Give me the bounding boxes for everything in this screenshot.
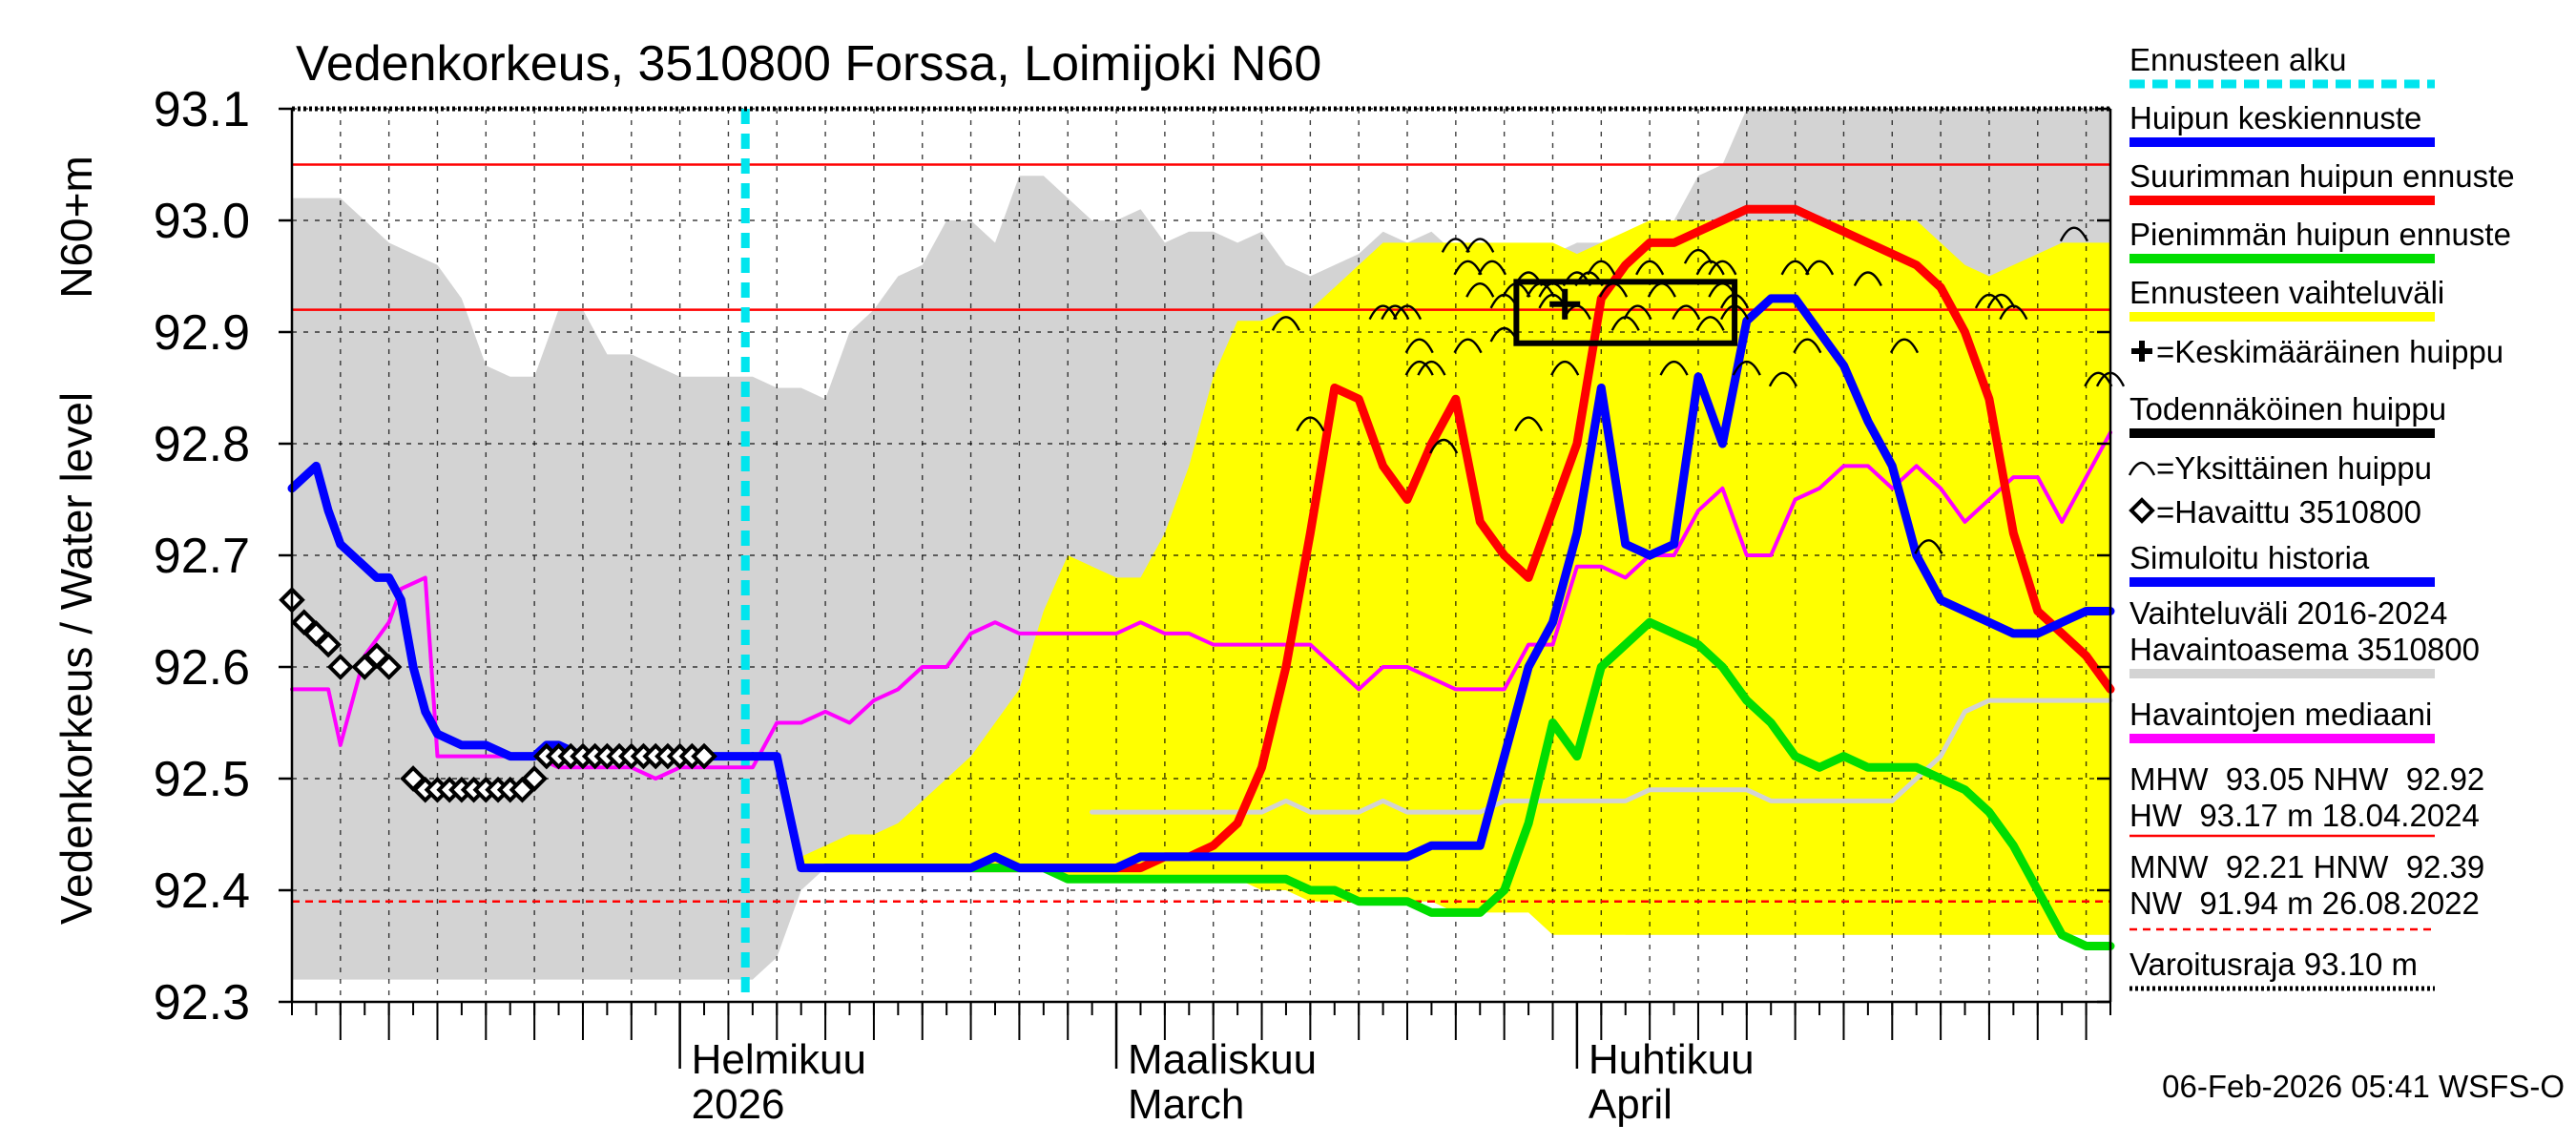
y-tick-label: 92.5	[154, 752, 250, 807]
individual-peak-arc	[1429, 438, 1459, 454]
individual-peak-arc	[1404, 360, 1434, 376]
individual-peak-arc	[1889, 338, 1920, 354]
y-axis-unit-label: N60+m	[52, 156, 101, 299]
legend-label: Huipun keskiennuste	[2129, 100, 2421, 135]
individual-peak-arc	[1587, 260, 1616, 276]
individual-peak-arc	[1514, 416, 1544, 432]
individual-peak-arc	[1672, 304, 1701, 321]
y-tick-label: 92.6	[154, 640, 250, 696]
stats-mhw-nhw: MHW 93.05 NHW 92.92	[2129, 761, 2484, 797]
plot-area	[279, 108, 2126, 1003]
individual-peak-arc	[1550, 360, 1580, 376]
chart-title: Vedenkorkeus, 3510800 Forssa, Loimijoki …	[296, 36, 1321, 92]
legend-label: =Yksittäinen huippu	[2156, 450, 2432, 486]
series-vaihteluv-lin-mediaani	[1090, 697, 2113, 815]
individual-peak-arc	[1974, 293, 2005, 309]
individual-peak-arc	[1732, 360, 1761, 376]
observed-marker	[521, 765, 548, 792]
y-tick-label: 92.4	[154, 864, 250, 919]
individual-peak-arc	[1623, 304, 1652, 321]
individual-peak-arc	[1914, 539, 1943, 554]
legend-label: Ennusteen alku	[2129, 42, 2347, 77]
individual-peak-arc	[1381, 304, 1410, 321]
individual-peak-arc	[1780, 260, 1810, 276]
mean-peak-marker	[1549, 288, 1581, 320]
legend-label: =Havaittu 3510800	[2156, 494, 2421, 530]
legend: Ennusteen alku Huipun keskiennuste Suurimm…	[2128, 42, 2515, 743]
series-lines-layer	[287, 204, 2115, 950]
individual-peak-arc	[1768, 371, 1797, 387]
x-month-sublabel: March	[1128, 1081, 1244, 1128]
legend-label: =Keskimääräinen huippu	[2156, 334, 2503, 369]
y-tick-label: 92.8	[154, 417, 250, 472]
legend-label: Suurimman huipun ennuste	[2129, 158, 2515, 194]
observed-marker	[375, 654, 403, 680]
markers-layer	[279, 226, 2126, 803]
stats-warning-level: Varoitusraja 93.10 m	[2129, 947, 2418, 982]
stats-hw: HW 93.17 m 18.04.2024	[2129, 798, 2480, 833]
individual-peak-arc	[1635, 260, 1665, 276]
x-month-label: Helmikuu	[692, 1036, 866, 1083]
individual-peak-arc	[1392, 304, 1423, 321]
individual-peak-arc	[1477, 260, 1507, 276]
observed-marker	[315, 631, 342, 658]
y-tick-label: 92.3	[154, 975, 250, 1030]
legend-label: Havaintojen mediaani	[2129, 697, 2432, 732]
legend-label: Havaintoasema 3510800	[2129, 632, 2480, 667]
x-month-label: Huhtikuu	[1589, 1036, 1755, 1083]
individual-peak-arc	[1793, 338, 1822, 354]
individual-peak-arc	[1465, 282, 1495, 298]
legend-plus-icon	[2131, 341, 2152, 362]
individual-peak-arc	[1708, 260, 1737, 276]
individual-peak-arc	[2059, 226, 2088, 242]
individual-peak-arc	[1986, 293, 2016, 309]
individual-peak-arc	[1695, 316, 1725, 331]
legend-label: Vaihteluväli 2016-2024	[2129, 595, 2447, 631]
y-tick-label: 92.7	[154, 529, 250, 584]
individual-peak-arc	[1465, 238, 1495, 253]
timestamp-footer: 06-Feb-2026 05:41 WSFS-O	[2162, 1069, 2565, 1104]
individual-peak-arc	[1417, 360, 1446, 376]
probable-peak-box	[1513, 279, 1738, 346]
series-havaintojen-mediaani	[290, 430, 2112, 781]
y-tick-label: 93.1	[154, 82, 250, 137]
individual-peak-arc	[1441, 238, 1470, 253]
individual-peak-arc	[1999, 304, 2028, 321]
legend-arc-icon	[2128, 461, 2156, 476]
observed-marker	[691, 742, 717, 770]
legend-label: Simuloitu historia	[2129, 540, 2370, 575]
stats-mnw-hnw: MNW 92.21 HNW 92.39	[2129, 849, 2484, 885]
individual-peak-arc	[1659, 360, 1689, 376]
individual-peak-arc	[1453, 260, 1483, 276]
x-month-sublabel: April	[1589, 1081, 1672, 1128]
y-axis-label: Vedenkorkeus / Water level	[52, 392, 101, 925]
individual-peak-arc	[1296, 416, 1325, 432]
legend-label: Todennäköinen huippu	[2129, 391, 2446, 427]
x-month-sublabel: 2026	[692, 1081, 785, 1128]
series-huipun-keskiennuste	[748, 294, 2115, 873]
observed-marker	[326, 654, 354, 680]
individual-peak-arc	[1453, 338, 1483, 354]
individual-peak-arc	[1853, 271, 1882, 287]
stats-block: MHW 93.05 NHW 92.92 HW 93.17 m 18.04.202…	[2129, 761, 2484, 991]
y-tick-label: 92.9	[154, 305, 250, 361]
band-ennusteen-vaihteluv-li	[752, 220, 2110, 935]
individual-peak-arc	[1368, 304, 1398, 321]
legend-label: Ennusteen vaihteluväli	[2129, 275, 2444, 310]
axes-layer: 92.3 92.4 92.5 92.6 92.7 92.8 92.9 93.0 93.1 Helm…	[154, 82, 2111, 1128]
stats-nw: NW 91.94 m 26.08.2022	[2129, 885, 2480, 921]
x-month-label: Maaliskuu	[1128, 1036, 1317, 1083]
individual-peak-arc	[1404, 338, 1434, 354]
individual-peak-arc	[1271, 316, 1301, 331]
individual-peak-arc	[1683, 248, 1714, 264]
legend-label: Pienimmän huipun ennuste	[2129, 217, 2511, 252]
individual-peak-arc	[1804, 260, 1835, 276]
individual-peak-arc	[1695, 260, 1725, 276]
y-tick-label: 93.0	[154, 194, 250, 249]
legend-diamond-icon	[2129, 497, 2155, 524]
